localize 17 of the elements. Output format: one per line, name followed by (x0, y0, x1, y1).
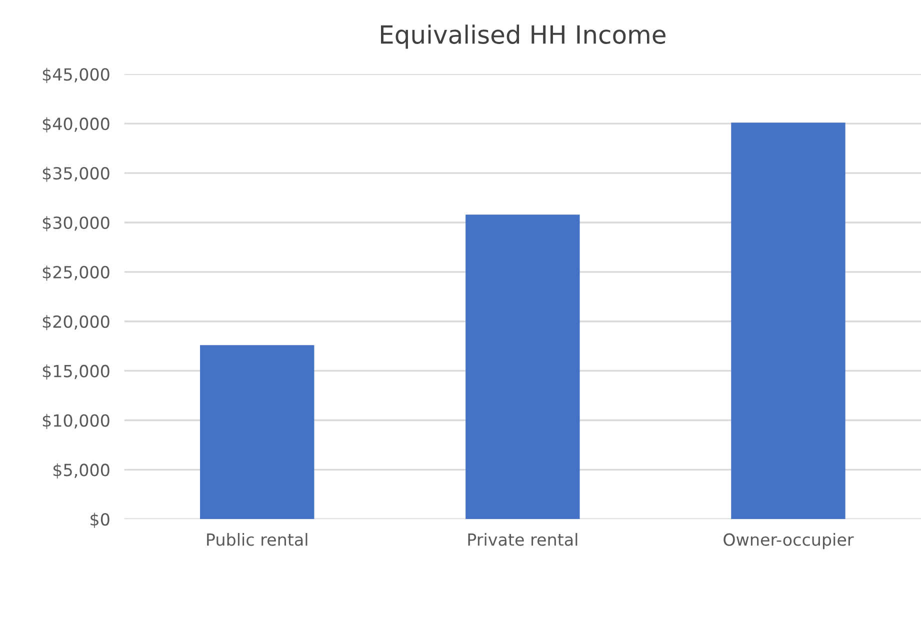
bar (731, 122, 846, 520)
y-tick-label: $35,000 (42, 166, 110, 182)
y-tick-label: $5,000 (54, 463, 110, 478)
y-tick-label: $40,000 (42, 117, 110, 132)
y-tick-label: $45,000 (42, 68, 110, 83)
x-tick-label: Private rental (468, 533, 578, 546)
y-tick-label: $20,000 (42, 315, 110, 330)
y-tick-label: $10,000 (42, 414, 110, 430)
y-tick-label: $0 (90, 512, 110, 528)
x-tick-label: Owner-occupier (724, 533, 854, 550)
x-tick-label: Public rental (207, 533, 308, 546)
y-tick-label: $15,000 (42, 364, 110, 380)
chart-title: Equivalised HH Income (381, 24, 666, 49)
y-tick-label: $30,000 (42, 216, 110, 232)
bar (200, 345, 314, 520)
bar (466, 214, 580, 520)
y-tick-label: $25,000 (42, 266, 110, 281)
